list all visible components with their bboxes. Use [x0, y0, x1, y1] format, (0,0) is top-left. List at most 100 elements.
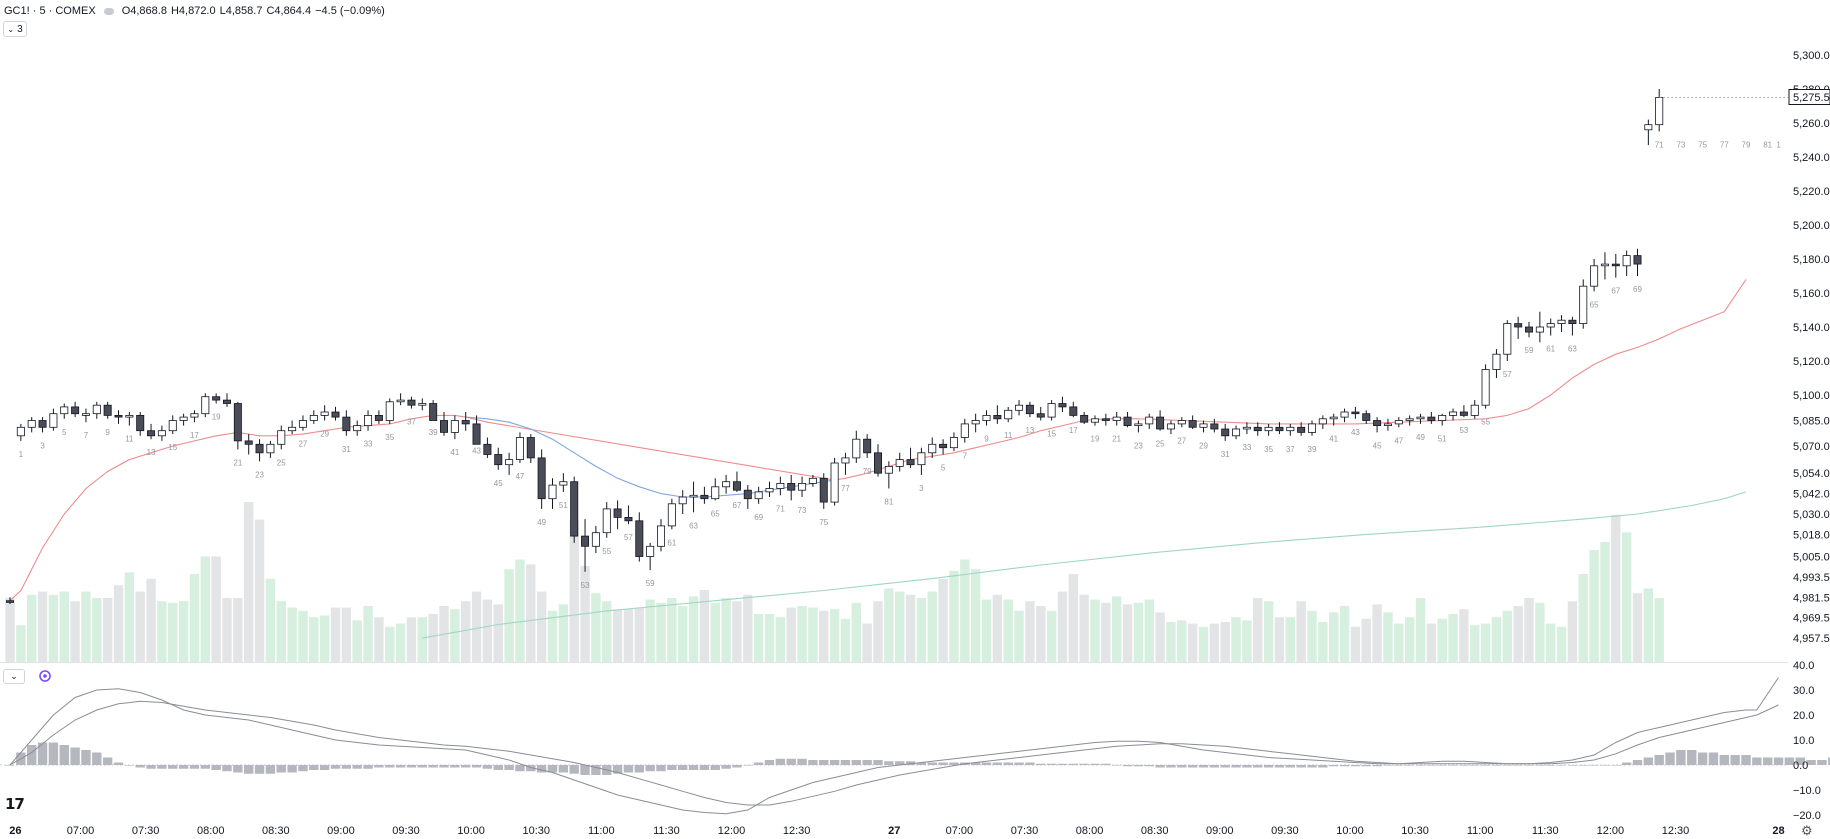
candle-body	[526, 437, 535, 459]
candle-body	[450, 420, 459, 433]
candle	[114, 410, 123, 424]
macd-hist-bar	[1784, 757, 1795, 765]
oscillator-collapse-button[interactable]: ⌄	[3, 669, 25, 684]
macd-tick-label: 0.0	[1793, 760, 1808, 772]
candle	[212, 393, 221, 404]
tradingview-logo[interactable]: 17	[5, 795, 25, 813]
macd-hist-bar	[244, 765, 254, 774]
time-tick-label: 07:00	[67, 825, 95, 837]
candle	[1297, 422, 1306, 436]
candle	[678, 490, 687, 514]
volume-bar	[102, 598, 113, 662]
price-tick-label: 5,260.0	[1793, 118, 1830, 130]
candle-body	[570, 481, 579, 537]
candle	[309, 410, 318, 424]
candle	[1470, 400, 1479, 419]
volume-bar	[753, 614, 764, 662]
chevron-down-icon: ⌄	[7, 24, 15, 34]
macd-hist-bar	[1654, 755, 1664, 765]
macd-hist-bar	[1556, 765, 1567, 766]
volume-bar	[1372, 604, 1382, 662]
bar-count-label: 59	[1525, 346, 1534, 355]
candle-body	[298, 420, 307, 428]
volume-bar	[1036, 606, 1046, 662]
candle-body	[81, 413, 90, 416]
price-tick-label: 5,042.0	[1793, 489, 1830, 501]
volume-bar	[1187, 623, 1198, 662]
time-tick-label: 12:00	[1597, 825, 1625, 837]
time-tick-label: 10:00	[1336, 825, 1364, 837]
volume-bar	[895, 591, 905, 662]
candle-body	[722, 481, 731, 488]
candle	[1459, 405, 1468, 418]
sync-icon[interactable]	[38, 669, 52, 683]
macd-hist-bar	[102, 757, 113, 765]
candle-body	[1308, 423, 1317, 433]
macd-hist-bar	[1491, 765, 1502, 766]
candle-body	[1611, 263, 1620, 267]
volume-bar	[298, 610, 308, 662]
macd-hist-bar	[1318, 765, 1328, 768]
macd-hist-bar	[1437, 765, 1447, 766]
bar-count-label: 9	[984, 435, 989, 444]
volume-bar	[1513, 606, 1523, 662]
candle	[1286, 423, 1295, 436]
volume-bar	[981, 599, 992, 662]
candle	[982, 410, 991, 426]
macd-hist-bar	[417, 765, 427, 768]
indicators-toggle-button[interactable]: ⌄ 3	[3, 21, 27, 37]
candle	[233, 401, 242, 450]
price-tick-label: 5,200.0	[1793, 220, 1830, 232]
candle-body	[1275, 426, 1284, 432]
candle-body	[157, 430, 166, 437]
symbol-title[interactable]: GC1! · 5 · COMEX	[4, 5, 96, 17]
settings-gear-icon[interactable]: ⚙	[1801, 823, 1813, 838]
candle-body	[1318, 418, 1327, 425]
candle	[689, 481, 698, 513]
volume-bar	[265, 578, 276, 662]
volume-bar	[1025, 601, 1035, 662]
candle	[27, 417, 36, 433]
volume-bar	[27, 594, 37, 662]
candle-body	[895, 459, 904, 467]
candle-body	[1579, 285, 1588, 325]
candle-body	[418, 403, 427, 406]
candle-body	[798, 482, 807, 491]
candle-body	[1427, 416, 1436, 421]
bar-count-label: 5	[941, 464, 946, 473]
candle-body	[960, 423, 969, 438]
candle	[884, 461, 893, 489]
volume-bar	[395, 623, 406, 662]
candle-body	[657, 525, 666, 547]
volume-bar	[374, 617, 384, 662]
candle	[418, 398, 427, 411]
candle	[852, 430, 861, 463]
volume-bar	[233, 598, 243, 662]
volume-bar	[81, 591, 91, 662]
volume-bar	[1567, 601, 1578, 662]
macd-hist-bar	[1144, 765, 1154, 767]
volume-bar	[1404, 617, 1415, 662]
candle	[819, 473, 828, 509]
macd-hist-bar	[1198, 765, 1209, 768]
candle	[255, 439, 264, 462]
macd-hist-bar	[48, 742, 59, 765]
ema-fast-line	[9, 279, 1747, 602]
volume-bar	[1394, 623, 1404, 662]
time-tick-label: 27	[888, 825, 900, 837]
visibility-icon[interactable]	[103, 7, 114, 15]
candle	[798, 476, 807, 497]
volume-bar	[1003, 599, 1013, 662]
macd-hist-bar	[1817, 760, 1827, 765]
price-tick-label: 5,160.0	[1793, 288, 1830, 300]
volume-bar	[1361, 618, 1371, 662]
bar-count-label: 55	[602, 547, 611, 556]
bar-count-label: 75	[819, 518, 828, 527]
candle	[754, 486, 763, 504]
macd-hist-bar	[808, 760, 818, 765]
candle-body	[1394, 420, 1403, 425]
time-tick-label: 09:00	[327, 825, 355, 837]
bar-count-label: 17	[1069, 426, 1078, 435]
candle	[906, 447, 915, 469]
